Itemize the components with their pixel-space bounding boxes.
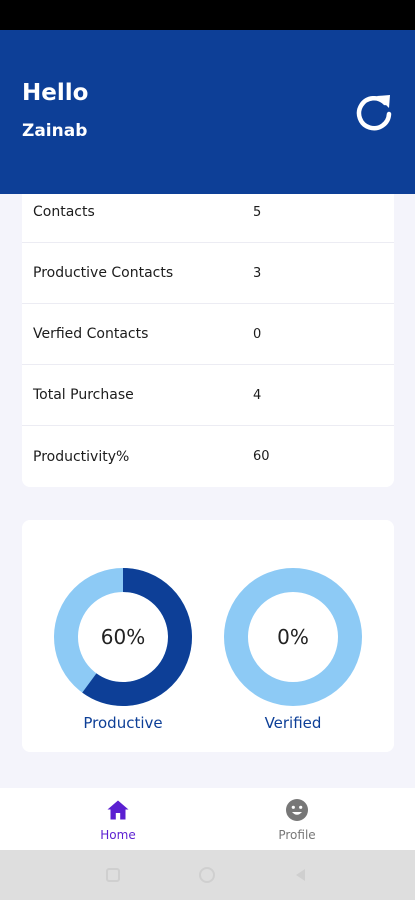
charts-card: 60% Productive 0% Verified — [22, 520, 394, 752]
stat-row-productivity: Productivity% 60 — [22, 426, 394, 487]
nav-profile[interactable]: Profile — [217, 788, 377, 850]
bottom-nav: Home Profile — [0, 788, 415, 850]
refresh-button[interactable] — [352, 90, 396, 134]
recents-button[interactable] — [104, 866, 122, 884]
back-button[interactable] — [292, 866, 310, 884]
stat-value: 60 — [253, 449, 270, 464]
stat-row-productive-contacts: Productive Contacts 3 — [22, 243, 394, 304]
stat-row-contacts: Contacts 5 — [22, 182, 394, 243]
nav-label: Profile — [278, 828, 316, 842]
donut-remaining-arc — [224, 568, 362, 706]
stats-card: Contacts 5 Productive Contacts 3 Verfied… — [22, 194, 394, 487]
stat-value: 5 — [253, 204, 262, 220]
app-header: Hello Zainab — [0, 30, 415, 194]
stat-label: Verfied Contacts — [33, 326, 149, 342]
home-circle-icon — [199, 867, 215, 883]
donut-center-value: 60% — [100, 625, 146, 649]
stat-label: Productivity% — [33, 448, 130, 465]
donut-caption: Verified — [264, 714, 322, 732]
recents-icon — [106, 868, 120, 882]
donut-caption: Productive — [83, 714, 163, 732]
stat-row-total-purchase: Total Purchase 4 — [22, 365, 394, 426]
verified-donut: 0% — [223, 567, 363, 707]
nav-label: Home — [100, 828, 136, 842]
system-navigation-bar — [0, 850, 415, 900]
user-name: Zainab — [22, 121, 88, 141]
home-system-button[interactable] — [198, 866, 216, 884]
productive-donut: 60% — [53, 567, 193, 707]
stat-row-verified-contacts: Verfied Contacts 0 — [22, 304, 394, 365]
smiley-icon — [286, 799, 308, 821]
stat-label: Productive Contacts — [33, 265, 174, 281]
back-triangle-icon — [296, 869, 305, 881]
nav-home[interactable]: Home — [38, 788, 198, 850]
donut-filled-arc — [54, 568, 192, 706]
greeting-title: Hello — [22, 80, 89, 106]
stat-label: Total Purchase — [33, 387, 134, 403]
stat-value: 4 — [253, 387, 262, 403]
stat-value: 3 — [253, 265, 262, 281]
productive-donut-svg — [54, 568, 192, 706]
stat-label: Contacts — [33, 204, 95, 220]
home-icon — [107, 800, 129, 820]
status-bar — [0, 0, 415, 30]
refresh-icon — [356, 95, 392, 131]
verified-donut-svg — [224, 568, 362, 706]
stat-value: 0 — [253, 326, 262, 342]
donut-center-value: 0% — [277, 625, 309, 649]
